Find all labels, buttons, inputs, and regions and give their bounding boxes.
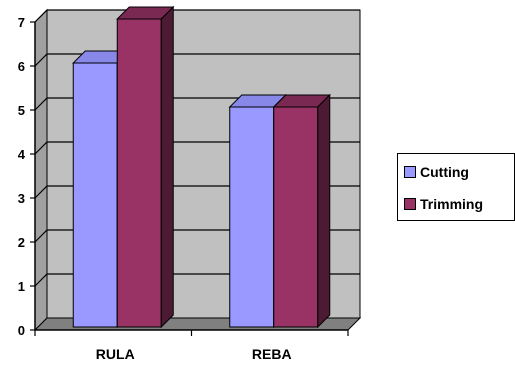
y-tick-label: 0 xyxy=(18,323,25,338)
y-tick-label: 4 xyxy=(18,147,26,162)
bar-trimming-rula xyxy=(116,18,162,328)
legend-item-trimming: Trimming xyxy=(404,194,483,214)
y-tick-label: 1 xyxy=(18,279,25,294)
legend-label-cutting: Cutting xyxy=(420,164,469,180)
legend-swatch-trimming xyxy=(404,198,416,210)
legend-swatch-cutting xyxy=(404,166,416,178)
x-category-label-reba: REBA xyxy=(252,346,292,362)
y-tick-label: 5 xyxy=(18,103,25,118)
gridline xyxy=(34,9,360,23)
bar-side-trimming-rula xyxy=(160,5,174,329)
y-tick-label: 6 xyxy=(18,59,25,74)
legend-label-trimming: Trimming xyxy=(420,196,484,212)
y-tick-label: 2 xyxy=(18,235,25,250)
bar-cutting-rula xyxy=(72,62,118,328)
gridline xyxy=(34,53,360,67)
legend: Cutting Trimming xyxy=(397,153,515,221)
bar-trimming-reba xyxy=(273,106,319,328)
side-wall xyxy=(34,8,48,332)
legend-item-cutting: Cutting xyxy=(404,162,469,182)
bar-cutting-reba xyxy=(229,106,275,328)
y-tick-label: 3 xyxy=(18,191,25,206)
x-category-label-rula: RULA xyxy=(96,346,135,362)
y-tick-label: 7 xyxy=(18,15,25,30)
bar-side-trimming-reba xyxy=(317,93,331,329)
